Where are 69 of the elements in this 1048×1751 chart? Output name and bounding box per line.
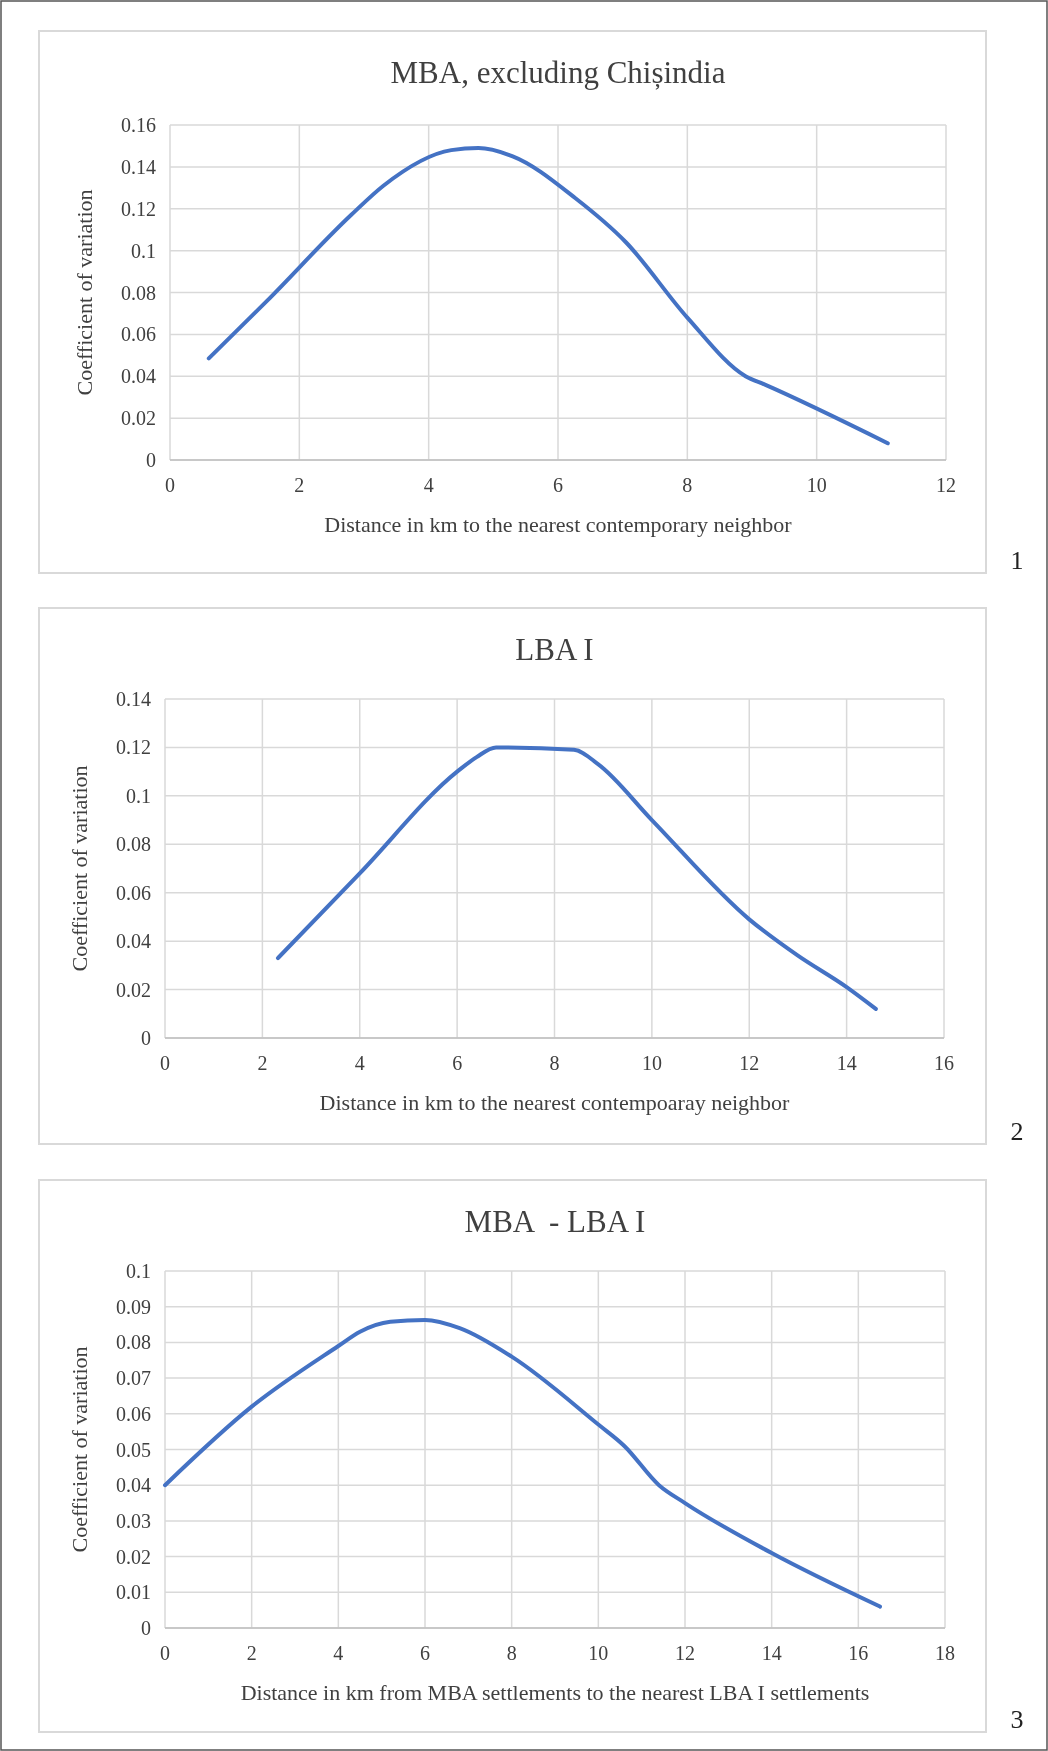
y-axis-title: Coefficient of variation: [67, 765, 92, 972]
x-tick-label: 0: [160, 1642, 170, 1664]
line-series: [163, 1317, 882, 1609]
chart-title: MBA, excluding Chișindia: [390, 55, 726, 90]
x-tick-label: 2: [294, 474, 305, 496]
text: 2: [1010, 1117, 1024, 1146]
y-tick-label: 0.12: [121, 197, 156, 220]
x-tick-label: 4: [333, 1642, 344, 1664]
x-tick-label: 16: [848, 1642, 869, 1664]
y-tick-label: 0: [141, 1617, 151, 1639]
x-tick-label: 6: [452, 1052, 463, 1074]
line-series: [206, 146, 890, 446]
x-tick-label: 14: [761, 1642, 782, 1664]
y-tick-label: 0.06: [116, 1402, 151, 1425]
x-tick-label: 10: [806, 474, 827, 496]
x-tick-label: 16: [934, 1052, 954, 1074]
y-tick-label: 0.1: [126, 784, 151, 807]
y-tick-label: 0.06: [116, 881, 151, 904]
x-tick-label: 4: [423, 474, 434, 496]
x-tick-label: 4: [354, 1052, 365, 1074]
x-axis-title: Distance in km to the nearest contempoaray neighbor: [319, 1090, 791, 1115]
y-tick-label: 0.09: [116, 1295, 151, 1318]
y-tick-label: 0.05: [116, 1438, 151, 1461]
x-tick-label: 18: [935, 1642, 955, 1664]
y-tick-label: 0.1: [131, 239, 156, 262]
y-tick-label: 0.14: [121, 155, 156, 178]
y-tick-label: 0.01: [116, 1581, 151, 1604]
x-tick-label: 12: [936, 474, 956, 496]
text: 1: [1010, 546, 1024, 575]
x-tick-label: 12: [675, 1642, 695, 1664]
y-tick-label: 0: [141, 1027, 151, 1049]
x-tick-label: 14: [836, 1052, 857, 1074]
y-tick-label: 0.03: [116, 1509, 151, 1532]
chart-title: MBA - LBA I: [464, 1204, 646, 1239]
y-tick-label: 0.04: [116, 930, 151, 953]
y-tick-label: 0.08: [121, 281, 156, 304]
text: 3: [1010, 1705, 1024, 1734]
y-tick-label: 0.04: [116, 1474, 151, 1497]
y-tick-label: 0.02: [121, 407, 156, 430]
line-series: [275, 745, 878, 1011]
y-tick-label: 0.16: [121, 114, 156, 136]
y-tick-label: 0.02: [116, 978, 151, 1001]
chart-title: LBA I: [515, 632, 594, 667]
x-tick-label: 8: [549, 1052, 560, 1074]
y-tick-label: 0.04: [121, 365, 156, 388]
y-tick-label: 0.14: [116, 688, 151, 710]
x-tick-label: 6: [553, 474, 563, 496]
x-tick-label: 0: [165, 474, 175, 496]
y-tick-label: 0.08: [116, 833, 151, 856]
x-axis-title: Distance in km from MBA settlements to the nearest LBA I settlements: [240, 1680, 870, 1705]
x-tick-label: 8: [682, 474, 693, 496]
y-axis-title: Coefficient of variation: [67, 1346, 92, 1553]
x-tick-label: 10: [641, 1052, 662, 1074]
x-tick-label: 2: [246, 1642, 257, 1664]
x-tick-label: 8: [506, 1642, 517, 1664]
y-tick-label: 0.02: [116, 1545, 151, 1568]
x-tick-label: 0: [160, 1052, 170, 1074]
x-axis-title: Distance in km to the nearest contemporary neighbor: [324, 512, 793, 537]
x-tick-label: 12: [739, 1052, 760, 1074]
y-tick-label: 0.08: [116, 1331, 151, 1354]
x-tick-label: 6: [420, 1642, 430, 1664]
x-tick-label: 10: [588, 1642, 609, 1664]
y-tick-label: 0.07: [116, 1367, 151, 1390]
y-tick-label: 0.1: [126, 1260, 151, 1282]
y-tick-label: 0.06: [121, 323, 156, 346]
y-tick-label: 0.12: [116, 736, 151, 759]
x-tick-label: 2: [257, 1052, 268, 1074]
y-tick-label: 0: [146, 449, 156, 471]
y-axis-title: Coefficient of variation: [72, 189, 97, 396]
